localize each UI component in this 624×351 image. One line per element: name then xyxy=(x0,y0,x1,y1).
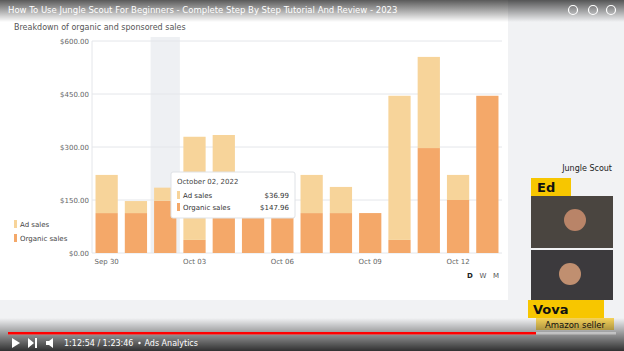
grid-line xyxy=(92,41,502,42)
play-button[interactable] xyxy=(12,338,20,348)
progress-played[interactable] xyxy=(8,332,536,335)
bar xyxy=(125,201,147,213)
time: 1:12:54 / 1:23:46 xyxy=(64,339,133,348)
bar xyxy=(96,175,118,213)
top-icon[interactable] xyxy=(569,6,578,15)
host-name: Ed xyxy=(537,180,555,195)
bar xyxy=(213,213,235,253)
y-tick-label: $450.00 xyxy=(60,91,89,99)
face xyxy=(559,263,581,285)
x-tick-label: Sep 30 xyxy=(94,258,118,266)
tooltip-name: Organic sales xyxy=(183,204,231,212)
bar xyxy=(418,57,440,148)
y-tick-label: $600.00 xyxy=(60,38,89,46)
bar xyxy=(359,213,381,253)
legend-swatch xyxy=(14,220,17,228)
x-tick-label: Oct 09 xyxy=(359,258,382,266)
volume-button[interactable] xyxy=(46,338,53,348)
bar xyxy=(242,213,264,253)
progress-track xyxy=(8,332,616,335)
tooltip-value: $36.99 xyxy=(265,192,290,200)
video-title: How To Use Jungle Scout For Beginners - … xyxy=(8,5,397,15)
bar xyxy=(183,240,205,253)
hover-band xyxy=(151,37,180,253)
period-button[interactable]: W xyxy=(480,272,487,280)
bar xyxy=(388,96,410,240)
bar xyxy=(476,95,498,96)
webcam-ed xyxy=(531,196,613,248)
top-icon[interactable] xyxy=(607,6,616,15)
separator-dot xyxy=(138,342,140,344)
legend-swatch xyxy=(14,234,17,242)
webcam-vova xyxy=(531,250,613,300)
name-tag xyxy=(528,300,604,318)
bar xyxy=(476,96,498,253)
legend-label: Organic sales xyxy=(20,235,68,243)
page-background xyxy=(0,0,624,351)
y-tick-label: $150.00 xyxy=(60,197,89,205)
y-tick-label: $0.00 xyxy=(69,250,89,258)
y-axis-line xyxy=(92,41,93,253)
x-tick-label: Oct 03 xyxy=(183,258,206,266)
bar xyxy=(447,175,469,200)
grid-line xyxy=(92,253,502,254)
top-icon[interactable] xyxy=(589,6,598,15)
x-tick-label: Oct 06 xyxy=(271,258,295,266)
bar xyxy=(96,213,118,253)
controls-bar xyxy=(0,318,624,351)
face xyxy=(564,209,586,231)
tooltip-name: Ad sales xyxy=(183,192,213,200)
bar xyxy=(447,200,469,253)
name-tag xyxy=(531,178,571,196)
bar xyxy=(388,240,410,253)
legend-label: Ad sales xyxy=(20,221,50,229)
y-tick-label: $300.00 xyxy=(60,144,89,152)
brand-label: Jungle Scout xyxy=(561,164,612,173)
tooltip-swatch xyxy=(177,203,180,211)
bar xyxy=(301,175,323,213)
tooltip-title: October 02, 2022 xyxy=(177,178,238,186)
tooltip: October 02, 2022 Ad sales $36.99 Organic sa… xyxy=(171,172,295,218)
period-button[interactable]: M xyxy=(493,272,499,280)
grid-line xyxy=(92,200,502,201)
grid-line xyxy=(92,94,502,95)
chart-title: Breakdown of organic and sponsored sales xyxy=(14,23,186,32)
period-button[interactable]: D xyxy=(467,272,473,280)
tooltip-swatch xyxy=(177,191,180,199)
bar xyxy=(125,213,147,253)
screenshot: Breakdown of organic and sponsored sales… xyxy=(0,0,624,351)
grid-line xyxy=(92,147,502,148)
chapter[interactable]: Ads Analytics xyxy=(144,339,197,348)
bar xyxy=(359,213,381,214)
title-bar xyxy=(0,0,624,22)
bars xyxy=(96,57,499,253)
bar xyxy=(418,148,440,253)
tooltip-box xyxy=(171,172,295,218)
next-button[interactable] xyxy=(28,338,37,348)
chart-card xyxy=(0,0,508,300)
x-tick-label: Oct 12 xyxy=(446,258,469,266)
bar xyxy=(330,187,352,213)
bar xyxy=(271,213,293,253)
host-name: Vova xyxy=(533,302,569,317)
tooltip-value: $147.96 xyxy=(260,204,289,212)
bar xyxy=(330,213,352,253)
bar xyxy=(301,213,323,253)
